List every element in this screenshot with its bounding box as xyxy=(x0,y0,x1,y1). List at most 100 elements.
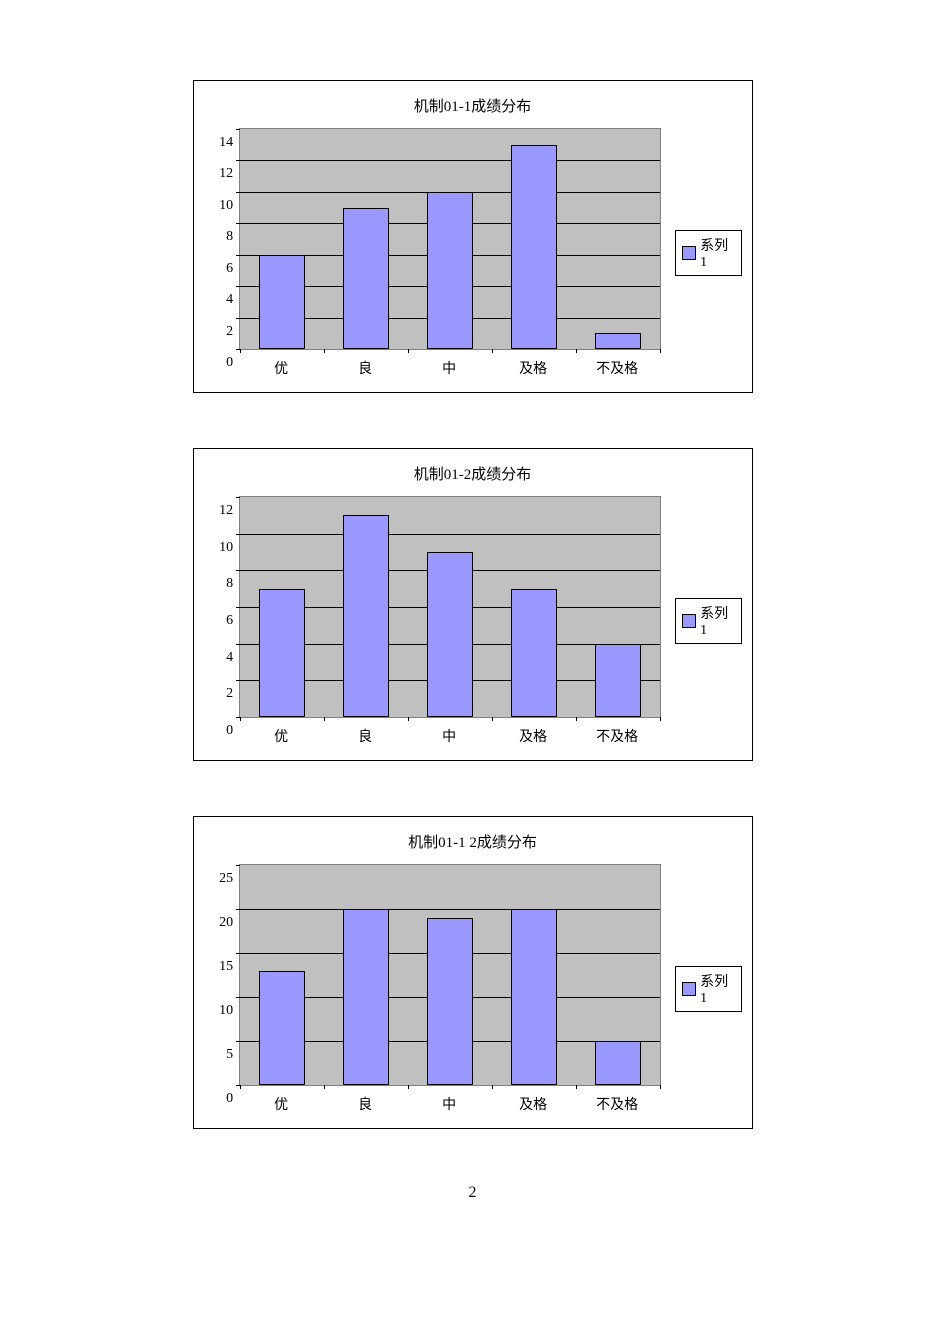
chart-title: 机制01-1 2成绩分布 xyxy=(204,831,742,852)
y-tick-label: 2 xyxy=(226,324,233,340)
x-tick-mark xyxy=(408,717,409,721)
x-tick-mark xyxy=(576,717,577,721)
legend-swatch-icon xyxy=(682,246,696,260)
y-tick-label: 8 xyxy=(226,229,233,245)
y-tick-label: 0 xyxy=(226,355,233,371)
chart-title: 机制01-1成绩分布 xyxy=(204,95,742,116)
y-tick-label: 6 xyxy=(226,613,233,629)
x-tick-mark xyxy=(324,1085,325,1089)
x-tick-label: 优 xyxy=(239,1094,323,1114)
y-tick-label: 4 xyxy=(226,650,233,666)
x-tick-mark xyxy=(240,1085,241,1089)
document-page: 机制01-1成绩分布02468101214优良中及格不及格系列1机制01-2成绩… xyxy=(0,0,945,1242)
legend-label: 系列1 xyxy=(700,971,734,1007)
x-axis: 优良中及格不及格 xyxy=(239,358,659,378)
y-tick-label: 4 xyxy=(226,292,233,308)
y-tick-label: 10 xyxy=(219,1003,233,1019)
bar xyxy=(343,208,389,349)
bar xyxy=(343,515,389,717)
chart-body-row: 0 2 4 6 8 10 12 优良中及格不及格 系列1 xyxy=(204,496,742,746)
x-tick-label: 及格 xyxy=(491,358,575,378)
y-tick-label: 14 xyxy=(219,135,233,151)
bars-layer xyxy=(240,129,660,349)
x-tick-mark xyxy=(660,349,661,353)
x-tick-mark xyxy=(576,349,577,353)
plot-area xyxy=(239,496,661,718)
x-tick-mark xyxy=(324,349,325,353)
y-tick-label: 12 xyxy=(219,166,233,182)
legend: 系列1 xyxy=(675,966,741,1012)
bar xyxy=(427,192,473,349)
chart-card: 机制01-1成绩分布 0 2 4 6 8 10 12 14 优良中及格不及格 系列1 xyxy=(193,80,753,393)
x-tick-label: 不及格 xyxy=(575,1094,659,1114)
legend-swatch-icon xyxy=(682,614,696,628)
bars-layer xyxy=(240,497,660,717)
charts-container: 机制01-1成绩分布02468101214优良中及格不及格系列1机制01-2成绩… xyxy=(0,80,945,1129)
plot-area xyxy=(239,864,661,1086)
y-tick-label: 5 xyxy=(226,1047,233,1063)
y-tick-label: 25 xyxy=(219,871,233,887)
x-axis: 优良中及格不及格 xyxy=(239,1094,659,1114)
x-tick-label: 良 xyxy=(323,726,407,746)
bar xyxy=(259,255,305,349)
plot-area xyxy=(239,128,661,350)
x-tick-mark xyxy=(240,717,241,721)
x-tick-mark xyxy=(660,1085,661,1089)
chart-title: 机制01-2成绩分布 xyxy=(204,463,742,484)
y-tick-label: 0 xyxy=(226,723,233,739)
x-tick-mark xyxy=(660,717,661,721)
plot-wrap: 优良中及格不及格 xyxy=(239,496,661,746)
x-tick-label: 中 xyxy=(407,726,491,746)
x-tick-mark xyxy=(324,717,325,721)
x-tick-label: 优 xyxy=(239,358,323,378)
plot-wrap: 优良中及格不及格 xyxy=(239,864,661,1114)
x-tick-label: 不及格 xyxy=(575,358,659,378)
x-tick-mark xyxy=(408,349,409,353)
y-tick-label: 10 xyxy=(219,198,233,214)
legend-swatch-icon xyxy=(682,982,696,996)
x-tick-mark xyxy=(492,349,493,353)
x-tick-label: 中 xyxy=(407,358,491,378)
y-tick-label: 15 xyxy=(219,959,233,975)
y-tick-label: 20 xyxy=(219,915,233,931)
bars-layer xyxy=(240,865,660,1085)
x-tick-mark xyxy=(492,1085,493,1089)
chart-card: 机制01-1 2成绩分布 0 5 10 15 20 25 优良中及格不及格 系列1 xyxy=(193,816,753,1129)
bar xyxy=(511,909,557,1085)
y-tick-label: 8 xyxy=(226,576,233,592)
x-tick-label: 及格 xyxy=(491,726,575,746)
x-tick-mark xyxy=(576,1085,577,1089)
x-axis: 优良中及格不及格 xyxy=(239,726,659,746)
x-tick-label: 优 xyxy=(239,726,323,746)
x-tick-mark xyxy=(240,349,241,353)
x-tick-label: 良 xyxy=(323,1094,407,1114)
legend-label: 系列1 xyxy=(700,235,734,271)
bar xyxy=(427,918,473,1085)
y-tick-label: 10 xyxy=(219,540,233,556)
bar xyxy=(343,909,389,1085)
x-tick-label: 中 xyxy=(407,1094,491,1114)
x-tick-mark xyxy=(492,717,493,721)
bar xyxy=(259,971,305,1085)
chart-body-row: 0 5 10 15 20 25 优良中及格不及格 系列1 xyxy=(204,864,742,1114)
x-tick-label: 及格 xyxy=(491,1094,575,1114)
page-number: 2 xyxy=(0,1184,945,1202)
y-tick-label: 2 xyxy=(226,686,233,702)
chart-body-row: 0 2 4 6 8 10 12 14 优良中及格不及格 系列1 xyxy=(204,128,742,378)
legend: 系列1 xyxy=(675,230,741,276)
bar xyxy=(595,644,641,717)
bar xyxy=(427,552,473,717)
legend: 系列1 xyxy=(675,598,741,644)
y-tick-label: 6 xyxy=(226,261,233,277)
x-tick-label: 良 xyxy=(323,358,407,378)
y-axis: 02468101214 xyxy=(204,143,240,363)
y-tick-label: 0 xyxy=(226,1091,233,1107)
y-axis: 024681012 xyxy=(204,511,240,731)
bar xyxy=(259,589,305,717)
y-tick-label: 12 xyxy=(219,503,233,519)
bar xyxy=(595,1041,641,1085)
bar xyxy=(595,333,641,349)
bar xyxy=(511,145,557,349)
x-tick-mark xyxy=(408,1085,409,1089)
legend-label: 系列1 xyxy=(700,603,734,639)
